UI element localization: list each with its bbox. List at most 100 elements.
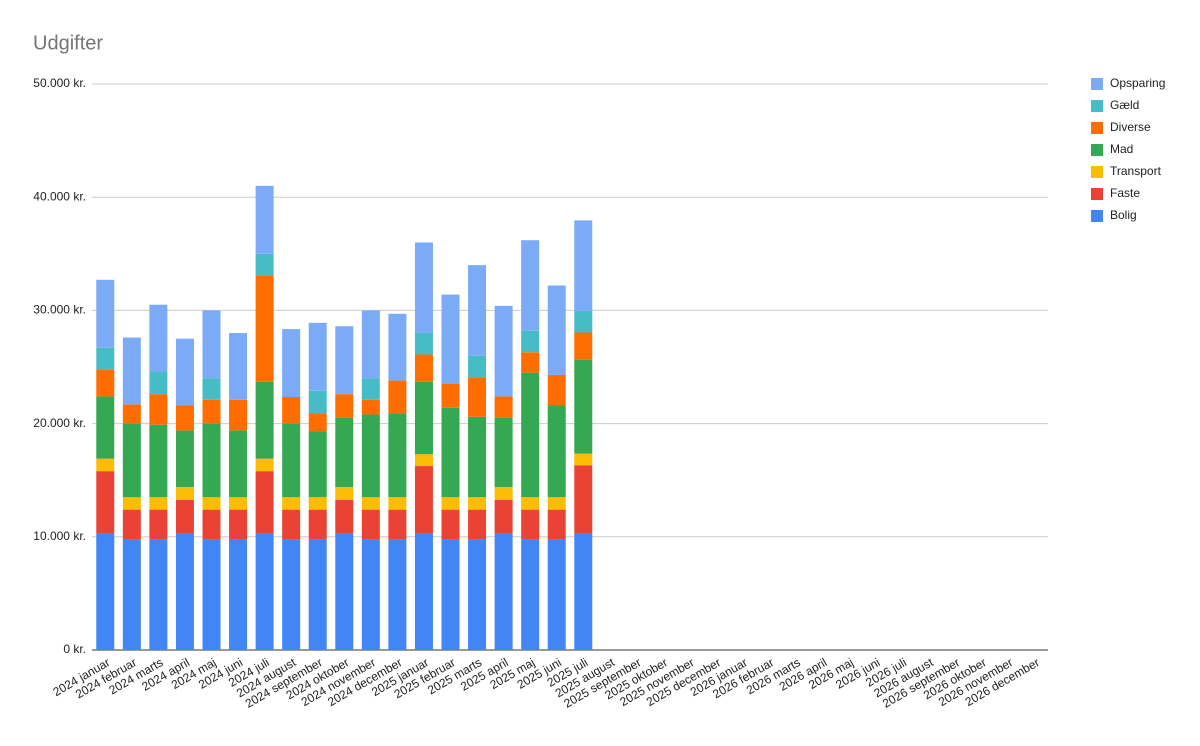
legend-label: Transport bbox=[1110, 164, 1162, 178]
bar-segment bbox=[149, 509, 168, 540]
bar-segment bbox=[282, 509, 301, 540]
legend-label: Diverse bbox=[1110, 120, 1151, 134]
bar-segment bbox=[202, 509, 221, 540]
bar-segment bbox=[282, 329, 301, 397]
bar-segment bbox=[255, 185, 274, 254]
bar-segment bbox=[255, 275, 274, 382]
bar-segment bbox=[122, 404, 141, 424]
y-tick-label: 30.000 kr. bbox=[33, 303, 86, 317]
bar-segment bbox=[361, 310, 380, 379]
bar-segment bbox=[202, 497, 221, 510]
bar-segment bbox=[255, 458, 274, 472]
legend-swatch bbox=[1091, 210, 1103, 222]
bar-segment bbox=[149, 539, 168, 650]
bar-segment bbox=[468, 377, 487, 417]
bar-segment bbox=[255, 253, 274, 276]
bar-segment bbox=[282, 423, 301, 498]
bar-segment bbox=[521, 509, 540, 540]
bar-segment bbox=[468, 497, 487, 510]
bar-segment bbox=[521, 539, 540, 650]
bar-segment bbox=[175, 338, 194, 406]
bar-segment bbox=[308, 431, 327, 498]
bar-segment bbox=[335, 486, 354, 501]
bar-segment bbox=[547, 539, 566, 650]
bar-segment bbox=[388, 413, 407, 498]
bar-segment bbox=[414, 533, 433, 650]
bar-segment bbox=[335, 533, 354, 650]
y-tick-label: 0 kr. bbox=[63, 642, 86, 656]
bar-segment bbox=[574, 332, 593, 360]
bar-segment bbox=[229, 539, 248, 650]
bar-segment bbox=[441, 407, 460, 498]
bar-segment bbox=[96, 458, 115, 472]
bar-segment bbox=[335, 500, 354, 534]
bar-segment bbox=[308, 390, 327, 414]
bar-segment bbox=[361, 399, 380, 415]
bar-segment bbox=[229, 333, 248, 400]
bar-segment bbox=[255, 471, 274, 534]
bar-segment bbox=[441, 509, 460, 540]
bar-segment bbox=[441, 383, 460, 408]
bar-segment bbox=[494, 417, 513, 487]
legend-label: Mad bbox=[1110, 142, 1133, 156]
legend-swatch bbox=[1091, 188, 1103, 200]
bar-segment bbox=[122, 337, 141, 405]
bar-segment bbox=[574, 220, 593, 311]
bar-segment bbox=[547, 509, 566, 540]
legend-label: Opsparing bbox=[1110, 76, 1165, 90]
bar-segment bbox=[149, 424, 168, 498]
bar-segment bbox=[96, 279, 115, 348]
bar-segment bbox=[255, 381, 274, 459]
bar-segment bbox=[414, 454, 433, 467]
bar-segment bbox=[574, 310, 593, 333]
bar-segment bbox=[282, 396, 301, 424]
y-tick-label: 40.000 kr. bbox=[33, 189, 86, 203]
bar-segment bbox=[202, 423, 221, 498]
bar-segment bbox=[388, 497, 407, 510]
bar-segment bbox=[414, 381, 433, 455]
bar-segment bbox=[521, 497, 540, 510]
bar-segment bbox=[494, 486, 513, 501]
bar-segment bbox=[282, 497, 301, 510]
bar-segment bbox=[202, 399, 221, 424]
bar-segment bbox=[494, 500, 513, 534]
bar-segment bbox=[494, 305, 513, 397]
bar-segment bbox=[229, 430, 248, 498]
bar-segment bbox=[468, 416, 487, 498]
bar-segment bbox=[202, 539, 221, 650]
bar-segment bbox=[521, 330, 540, 353]
bar-segment bbox=[388, 539, 407, 650]
bar-segment bbox=[388, 380, 407, 414]
bar-segment bbox=[96, 471, 115, 534]
bar-segment bbox=[96, 347, 115, 370]
bar-segment bbox=[335, 417, 354, 487]
bar-segment bbox=[361, 497, 380, 510]
bar-segment bbox=[547, 374, 566, 406]
bar-segment bbox=[468, 355, 487, 378]
bar-segment bbox=[468, 509, 487, 540]
bar-segment bbox=[149, 304, 168, 372]
bar-segment bbox=[547, 497, 566, 510]
legend-swatch bbox=[1091, 122, 1103, 134]
legend-swatch bbox=[1091, 144, 1103, 156]
bar-segment bbox=[202, 378, 221, 400]
y-tick-label: 10.000 kr. bbox=[33, 529, 86, 543]
bar-segment bbox=[441, 497, 460, 510]
bar-segment bbox=[521, 352, 540, 373]
bar-segment bbox=[388, 313, 407, 381]
bar-segment bbox=[175, 500, 194, 534]
y-tick-label: 20.000 kr. bbox=[33, 416, 86, 430]
bar-segment bbox=[414, 242, 433, 334]
bar-segment bbox=[521, 240, 540, 331]
bar-segment bbox=[229, 509, 248, 540]
bar-segment bbox=[414, 354, 433, 382]
bar-segment bbox=[175, 405, 194, 431]
bar-segment bbox=[547, 405, 566, 498]
bar-segment bbox=[547, 285, 566, 375]
bar-segment bbox=[175, 430, 194, 487]
bar-segment bbox=[308, 539, 327, 650]
bar-segment bbox=[361, 414, 380, 498]
bar-segment bbox=[229, 399, 248, 431]
bar-segment bbox=[494, 533, 513, 650]
